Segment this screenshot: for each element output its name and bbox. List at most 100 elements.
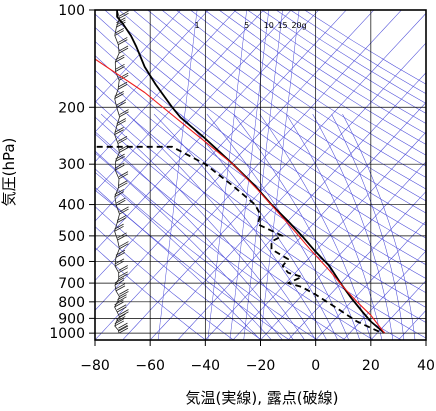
moist-adiabat-line — [259, 113, 372, 340]
isotherm-line — [149, 42, 426, 340]
wind-barb — [115, 56, 125, 63]
isotherm-line — [95, 10, 402, 340]
wind-barb — [119, 147, 129, 153]
dry-adiabat-line — [104, 10, 426, 239]
wind-barb — [118, 322, 128, 329]
wind-barb — [115, 164, 125, 171]
x-axis-ticks: −80 −60 −40 −20 0 20 40 — [80, 340, 435, 374]
wind-barb — [118, 173, 129, 180]
dry-adiabat-line — [161, 10, 426, 190]
dry-adiabat-line — [95, 133, 374, 340]
moist-adiabat-line — [153, 113, 327, 340]
dry-adiabat-line — [95, 247, 206, 340]
x-tick-label: −20 — [246, 358, 276, 374]
dry-adiabat-line — [95, 100, 426, 339]
wind-barb — [115, 153, 125, 160]
wind-barb — [119, 72, 129, 79]
wind-barb — [118, 47, 129, 54]
mixing-ratio-line — [207, 10, 247, 340]
dewpoint-line — [95, 145, 380, 333]
wind-barb — [115, 155, 125, 162]
x-tick-label: 20 — [362, 358, 380, 374]
wind-barb — [114, 320, 125, 327]
wind-barb — [119, 206, 129, 213]
y-tick-label: 900 — [58, 311, 85, 327]
dry-adiabat-line — [95, 26, 426, 266]
dry-adiabat-line — [95, 150, 346, 340]
moist-adiabat-line — [180, 113, 338, 340]
wind-barbs — [114, 3, 129, 334]
wind-barb — [119, 111, 129, 118]
moist-adiabat-line — [100, 113, 305, 340]
parcel-path-line — [95, 58, 386, 334]
wind-barb — [116, 120, 126, 127]
y-tick-label: 300 — [58, 157, 85, 173]
mixing-ratio-line — [259, 10, 300, 340]
isotherm-line — [398, 309, 426, 340]
wind-barb — [119, 10, 129, 17]
moist-adiabat-line — [233, 113, 361, 340]
wind-barb — [116, 316, 126, 322]
wind-barb — [118, 39, 128, 45]
moist-adiabat-line — [95, 171, 272, 340]
wind-barb — [114, 93, 124, 99]
wind-barb — [116, 313, 126, 320]
wind-barb — [119, 309, 129, 315]
wind-barb — [116, 197, 126, 204]
y-tick-label: 700 — [58, 276, 85, 292]
wind-barb — [116, 21, 126, 28]
wind-barb — [118, 45, 129, 52]
mixing-ratio-labels: 1 5 10 15 20g — [195, 21, 307, 30]
isotherm-line — [95, 10, 319, 252]
wind-barb — [119, 109, 129, 115]
wind-barb — [117, 296, 127, 303]
isotherm-line — [315, 220, 426, 340]
wind-barb — [117, 304, 127, 311]
wind-barb — [118, 271, 128, 278]
y-tick-label: 200 — [58, 100, 85, 116]
wind-barb — [117, 138, 128, 144]
wind-barb — [114, 318, 125, 325]
wind-barb — [114, 28, 124, 34]
wind-barb — [115, 249, 126, 256]
mixing-ratio-line — [229, 10, 270, 340]
dry-adiabat-line — [261, 10, 426, 114]
mixing-ratio-label: 10 — [264, 21, 274, 30]
wind-barb — [114, 299, 124, 306]
wind-barb — [117, 306, 127, 313]
moist-adiabat-line — [95, 152, 283, 340]
wind-barb — [117, 81, 128, 88]
isotherm-line — [95, 10, 264, 192]
dry-adiabat-line — [95, 168, 318, 340]
wind-barb — [116, 99, 126, 106]
x-tick-label: −40 — [191, 358, 221, 374]
isotherm-line — [95, 10, 237, 163]
wind-barb — [118, 324, 128, 331]
wind-barb — [116, 199, 126, 206]
mixing-ratio-label: 20g — [291, 21, 306, 30]
wind-barb — [114, 129, 124, 135]
wind-barb — [117, 232, 127, 239]
wind-barb — [117, 3, 126, 8]
y-tick-label: 100 — [58, 3, 85, 19]
wind-barb — [118, 37, 128, 43]
x-tick-label: 0 — [311, 358, 320, 374]
wind-barb — [114, 189, 124, 195]
x-tick-label: 40 — [417, 358, 435, 374]
wind-barb — [119, 12, 129, 19]
y-tick-label: 600 — [58, 254, 85, 270]
wind-barb — [119, 208, 129, 215]
wind-barb — [116, 215, 127, 221]
wind-barb — [118, 182, 128, 189]
wind-barb — [117, 294, 127, 300]
isotherm-line — [95, 10, 182, 103]
wind-barb — [114, 127, 124, 133]
wind-barb — [114, 279, 125, 286]
wind-barb — [119, 291, 129, 297]
x-tick-label: −80 — [80, 358, 110, 374]
dry-adiabat-line — [176, 10, 426, 178]
dry-adiabat-line — [95, 226, 234, 340]
x-tick-label: −60 — [135, 358, 165, 374]
isotherm-line — [122, 12, 426, 340]
wind-barb — [119, 241, 129, 247]
